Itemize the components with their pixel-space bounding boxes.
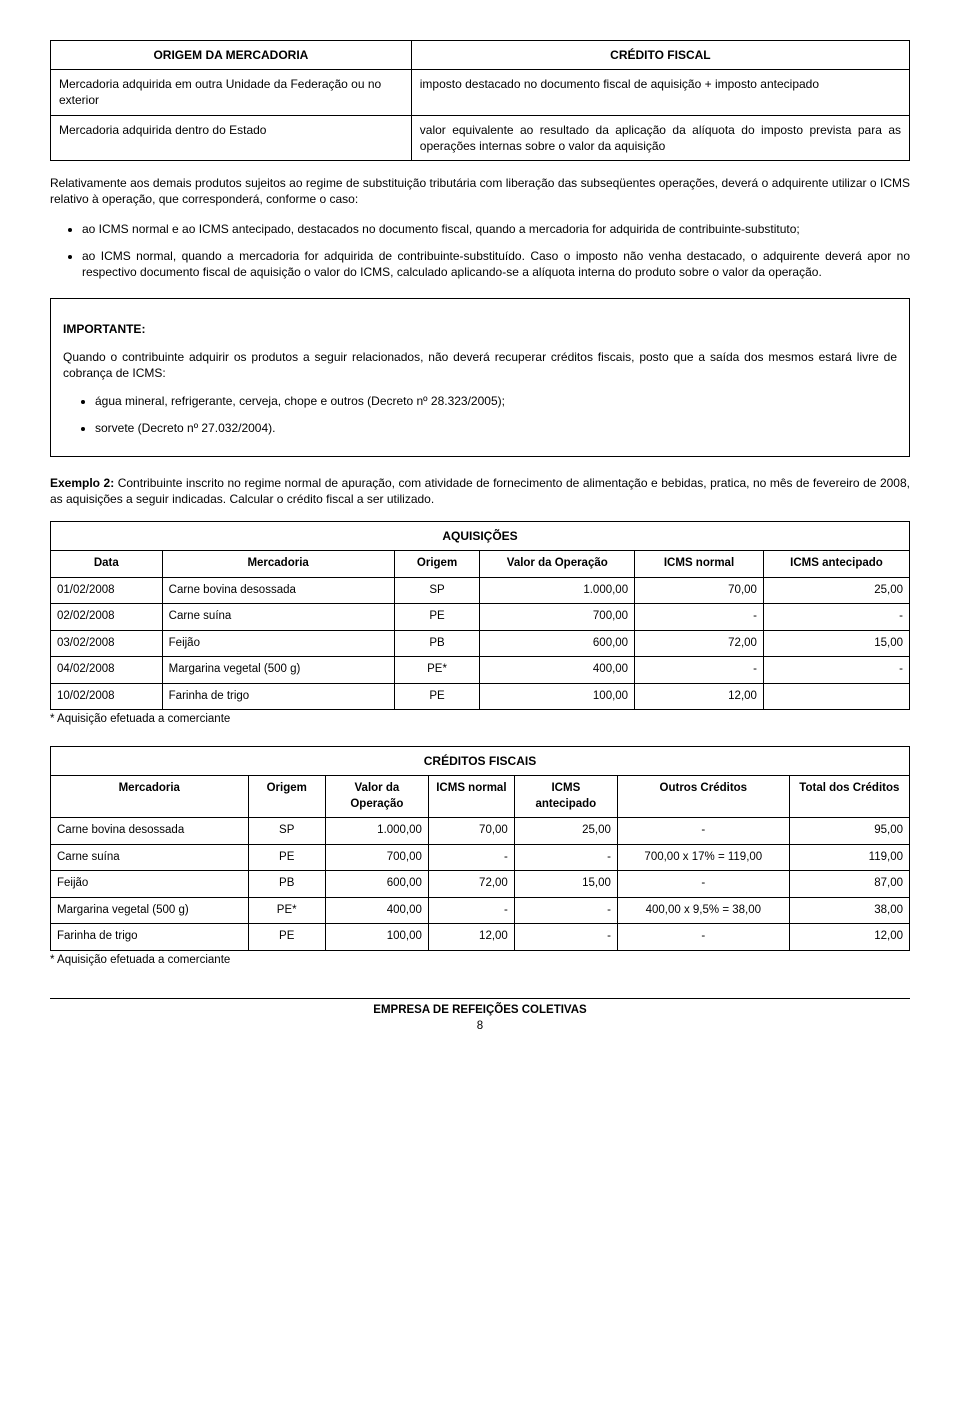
bullet-list-1: ao ICMS normal e ao ICMS antecipado, des… — [50, 221, 910, 280]
t1-r1-left: Mercadoria adquirida dentro do Estado — [51, 115, 412, 160]
aquisicoes-caption: AQUISIÇÕES — [50, 521, 910, 550]
bullet-2: ao ICMS normal, quando a mercadoria for … — [82, 248, 910, 280]
cred-h1: Origem — [248, 776, 325, 818]
exemplo2-paragraph: Exemplo 2: Contribuinte inscrito no regi… — [50, 475, 910, 507]
t1-header-left: ORIGEM DA MERCADORIA — [51, 41, 412, 70]
footer-title: EMPRESA DE REFEIÇÕES COLETIVAS — [50, 1003, 910, 1019]
acq-h0: Data — [51, 551, 163, 578]
table-row: 03/02/2008 Feijão PB 600,00 72,00 15,00 — [51, 630, 910, 657]
acq-h5: ICMS antecipado — [763, 551, 909, 578]
table-row: 02/02/2008 Carne suína PE 700,00 - - — [51, 604, 910, 631]
cred-h0: Mercadoria — [51, 776, 249, 818]
page-footer: EMPRESA DE REFEIÇÕES COLETIVAS 8 — [50, 998, 910, 1034]
acq-h2: Origem — [394, 551, 480, 578]
table-row: Feijão PB 600,00 72,00 15,00 - 87,00 — [51, 871, 910, 898]
t1-r0-left: Mercadoria adquirida em outra Unidade da… — [51, 70, 412, 115]
t1-r1-right: valor equivalente ao resultado da aplica… — [411, 115, 909, 160]
cred-h2: Valor da Operação — [325, 776, 428, 818]
table-row: 04/02/2008 Margarina vegetal (500 g) PE*… — [51, 657, 910, 684]
origem-credito-table: ORIGEM DA MERCADORIA CRÉDITO FISCAL Merc… — [50, 40, 910, 161]
table-row: 01/02/2008 Carne bovina desossada SP 1.0… — [51, 577, 910, 604]
table-row: Margarina vegetal (500 g) PE* 400,00 - -… — [51, 897, 910, 924]
t1-header-right: CRÉDITO FISCAL — [411, 41, 909, 70]
table-row: Carne bovina desossada SP 1.000,00 70,00… — [51, 818, 910, 845]
cred-h4: ICMS antecipado — [514, 776, 617, 818]
importante-item-1: água mineral, refrigerante, cerveja, cho… — [95, 393, 897, 409]
t1-r0-right: imposto destacado no documento fiscal de… — [411, 70, 909, 115]
bullet-1: ao ICMS normal e ao ICMS antecipado, des… — [82, 221, 910, 237]
table-row: Farinha de trigo PE 100,00 12,00 - - 12,… — [51, 924, 910, 951]
page-number: 8 — [50, 1019, 910, 1035]
exemplo2-label: Exemplo 2: — [50, 476, 114, 490]
importante-label: IMPORTANTE: — [63, 321, 897, 337]
importante-item-2: sorvete (Decreto nº 27.032/2004). — [95, 420, 897, 436]
cred-h5: Outros Créditos — [617, 776, 789, 818]
table-row: Carne suína PE 700,00 - - 700,00 x 17% =… — [51, 844, 910, 871]
importante-text: Quando o contribuinte adquirir os produt… — [63, 349, 897, 381]
cred-footnote: * Aquisição efetuada a comerciante — [50, 953, 910, 969]
exemplo2-text: Contribuinte inscrito no regime normal d… — [50, 476, 910, 506]
importante-list: água mineral, refrigerante, cerveja, cho… — [63, 393, 897, 435]
importante-box: IMPORTANTE: Quando o contribuinte adquir… — [50, 298, 910, 457]
creditos-table: CRÉDITOS FISCAIS Mercadoria Origem Valor… — [50, 746, 910, 951]
creditos-caption: CRÉDITOS FISCAIS — [50, 746, 910, 775]
acq-h4: ICMS normal — [635, 551, 764, 578]
acq-footnote: * Aquisição efetuada a comerciante — [50, 712, 910, 728]
table-row: 10/02/2008 Farinha de trigo PE 100,00 12… — [51, 683, 910, 710]
acq-h1: Mercadoria — [162, 551, 394, 578]
aquisicoes-table: AQUISIÇÕES Data Mercadoria Origem Valor … — [50, 521, 910, 710]
acq-h3: Valor da Operação — [480, 551, 635, 578]
intro-paragraph: Relativamente aos demais produtos sujeit… — [50, 175, 910, 207]
cred-h6: Total dos Créditos — [789, 776, 909, 818]
cred-h3: ICMS normal — [428, 776, 514, 818]
